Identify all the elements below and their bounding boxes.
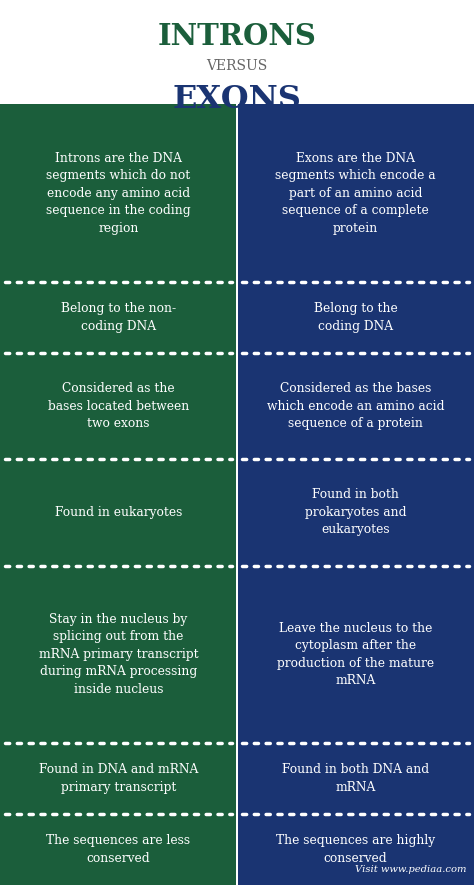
Text: Considered as the
bases located between
two exons: Considered as the bases located between … xyxy=(48,382,189,430)
Bar xyxy=(238,814,474,885)
Text: The sequences are less
conserved: The sequences are less conserved xyxy=(46,835,191,865)
Text: Considered as the bases
which encode an amino acid
sequence of a protein: Considered as the bases which encode an … xyxy=(267,382,444,430)
Text: VERSUS: VERSUS xyxy=(206,59,268,73)
Text: The sequences are highly
conserved: The sequences are highly conserved xyxy=(276,835,435,865)
Bar xyxy=(0,566,236,743)
Text: INTRONS: INTRONS xyxy=(157,22,317,51)
Text: Stay in the nucleus by
splicing out from the
mRNA primary transcript
during mRNA: Stay in the nucleus by splicing out from… xyxy=(39,613,198,696)
Text: Found in eukaryotes: Found in eukaryotes xyxy=(55,506,182,519)
Bar xyxy=(0,281,236,353)
Text: Belong to the
coding DNA: Belong to the coding DNA xyxy=(314,302,397,333)
Bar xyxy=(0,459,236,566)
Text: Leave the nucleus to the
cytoplasm after the
production of the mature
mRNA: Leave the nucleus to the cytoplasm after… xyxy=(277,621,434,687)
Bar xyxy=(238,353,474,459)
Text: EXONS: EXONS xyxy=(173,84,301,115)
Bar xyxy=(238,566,474,743)
Text: Visit www.pediaa.com: Visit www.pediaa.com xyxy=(356,866,467,874)
Bar xyxy=(238,104,474,112)
Bar xyxy=(238,104,474,281)
Bar xyxy=(238,743,474,814)
Bar xyxy=(0,104,236,112)
Bar xyxy=(0,104,236,281)
Bar xyxy=(238,459,474,566)
Bar xyxy=(0,814,236,885)
Text: Found in both
prokaryotes and
eukaryotes: Found in both prokaryotes and eukaryotes xyxy=(305,489,406,536)
Text: Introns are the DNA
segments which do not
encode any amino acid
sequence in the : Introns are the DNA segments which do no… xyxy=(46,151,191,235)
Bar xyxy=(0,353,236,459)
Bar xyxy=(238,281,474,353)
Bar xyxy=(0,743,236,814)
Text: Found in DNA and mRNA
primary transcript: Found in DNA and mRNA primary transcript xyxy=(39,763,198,794)
Text: Belong to the non-
coding DNA: Belong to the non- coding DNA xyxy=(61,302,176,333)
Text: Found in both DNA and
mRNA: Found in both DNA and mRNA xyxy=(282,763,429,794)
Text: Exons are the DNA
segments which encode a
part of an amino acid
sequence of a co: Exons are the DNA segments which encode … xyxy=(275,151,436,235)
